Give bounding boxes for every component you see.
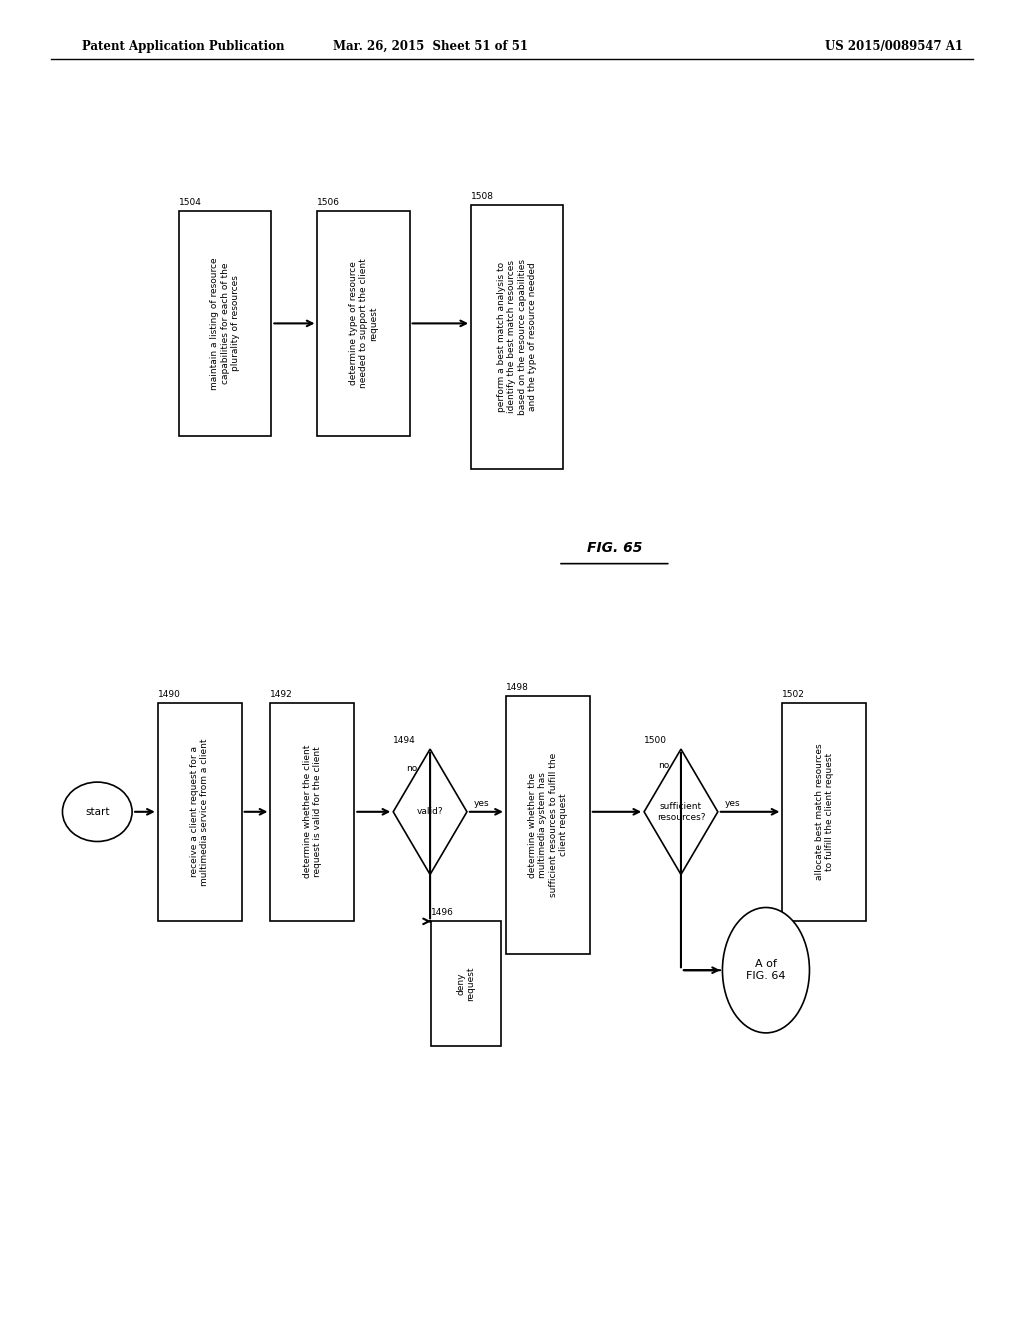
FancyBboxPatch shape — [158, 702, 242, 921]
Text: 1490: 1490 — [158, 690, 180, 700]
Text: determine type of resource
needed to support the client
request: determine type of resource needed to sup… — [348, 259, 379, 388]
Polygon shape — [393, 750, 467, 874]
FancyBboxPatch shape — [782, 702, 866, 921]
Text: receive a client request for a
multimedia service from a client: receive a client request for a multimedi… — [190, 738, 209, 886]
Text: 1504: 1504 — [179, 198, 202, 207]
Text: 1494: 1494 — [393, 737, 416, 744]
FancyBboxPatch shape — [179, 211, 271, 436]
Text: determine whether the
multimedia system has
sufficient resources to fulfill the
: determine whether the multimedia system … — [527, 752, 568, 898]
Text: perform a best match analysis to
identify the best match resources
based on the : perform a best match analysis to identif… — [497, 259, 538, 414]
Text: A of
FIG. 64: A of FIG. 64 — [746, 960, 785, 981]
Text: US 2015/0089547 A1: US 2015/0089547 A1 — [824, 40, 963, 53]
Text: 1506: 1506 — [317, 198, 340, 207]
Text: no: no — [407, 764, 418, 772]
FancyBboxPatch shape — [317, 211, 410, 436]
Text: allocate best match resources
to fulfill the client request: allocate best match resources to fulfill… — [815, 743, 834, 880]
Text: Mar. 26, 2015  Sheet 51 of 51: Mar. 26, 2015 Sheet 51 of 51 — [333, 40, 527, 53]
FancyBboxPatch shape — [471, 205, 563, 469]
Text: 1496: 1496 — [431, 908, 454, 916]
Text: 1498: 1498 — [506, 684, 528, 692]
Polygon shape — [644, 750, 718, 874]
Text: Patent Application Publication: Patent Application Publication — [82, 40, 285, 53]
Text: 1502: 1502 — [782, 690, 805, 700]
Text: no: no — [658, 762, 670, 770]
Text: deny
request: deny request — [457, 966, 475, 1001]
Text: 1492: 1492 — [270, 690, 293, 700]
FancyBboxPatch shape — [431, 921, 501, 1045]
Text: yes: yes — [725, 799, 740, 808]
Text: maintain a listing of resource
capabilities for each of the
plurality of resourc: maintain a listing of resource capabilit… — [210, 257, 241, 389]
FancyBboxPatch shape — [270, 702, 354, 921]
Ellipse shape — [723, 908, 809, 1032]
Text: yes: yes — [474, 799, 489, 808]
Text: sufficient
resources?: sufficient resources? — [656, 803, 706, 821]
Text: determine whether the client
request is valid for the client: determine whether the client request is … — [303, 744, 322, 879]
Text: start: start — [85, 807, 110, 817]
Ellipse shape — [62, 781, 132, 842]
FancyBboxPatch shape — [506, 697, 590, 953]
Text: 1508: 1508 — [471, 191, 494, 201]
Text: 1500: 1500 — [644, 737, 667, 744]
Text: FIG. 65: FIG. 65 — [587, 541, 642, 554]
Text: valid?: valid? — [417, 808, 443, 816]
